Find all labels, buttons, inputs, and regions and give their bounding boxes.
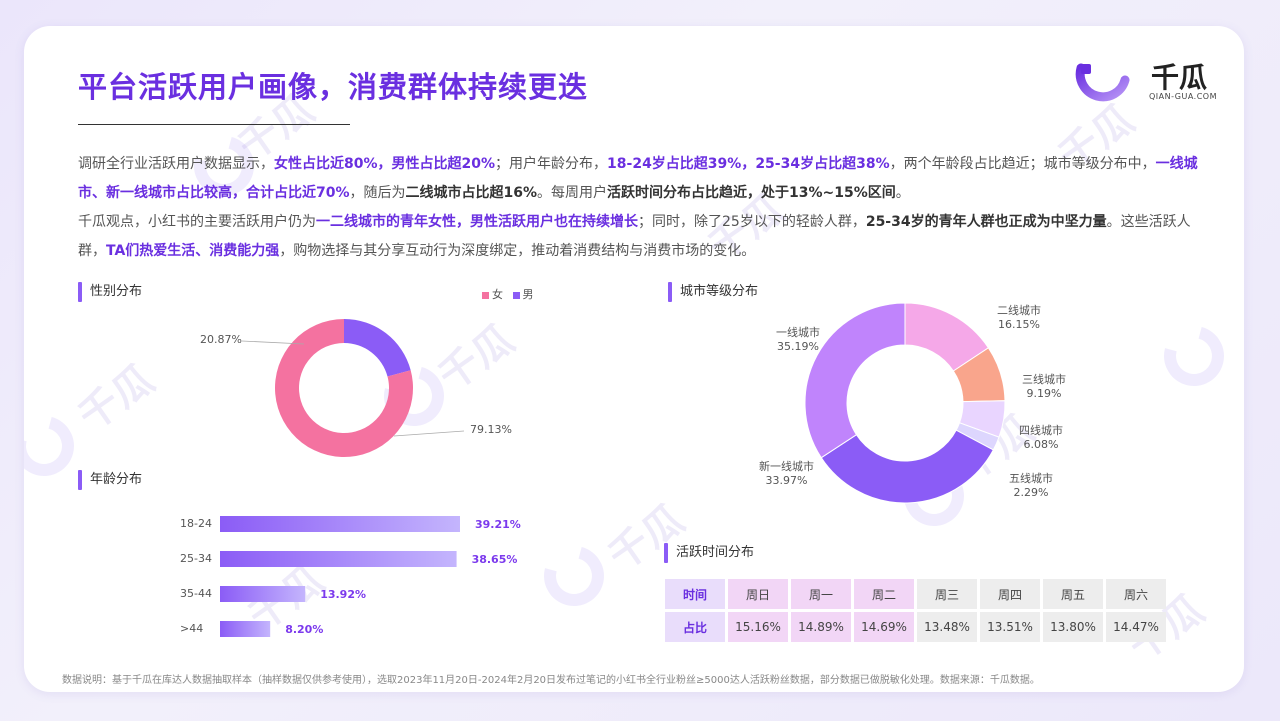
summary-segment: 二线城市占比超16% [405, 185, 538, 201]
summary-segment: 一二线城市的青年女性，男性活跃用户也在持续增长 [316, 214, 638, 230]
city-label: 二线城市 16.15% [997, 304, 1041, 331]
gender-label-male: 20.87% [200, 333, 242, 346]
table-header-cell: 周二 [854, 579, 914, 609]
gender-slice-male [344, 319, 411, 377]
gender-leader-line [393, 430, 465, 437]
table-header-cell: 周三 [917, 579, 977, 609]
data-footnote: 数据说明：基于千瓜在库达人数据抽取样本（抽样数据仅供参考使用），选取2023年1… [62, 675, 1040, 686]
legend-label-female: 女 [492, 288, 503, 301]
age-bar [220, 551, 457, 567]
table-header-cell: 周一 [791, 579, 851, 609]
summary-segment: ；同时，除了25岁以下的轻龄人群， [638, 214, 866, 230]
summary-segment: 调研全行业活跃用户数据显示， [78, 156, 274, 172]
city-label: 五线城市 2.29% [1009, 472, 1053, 499]
page-title: 平台活跃用户画像，消费群体持续更迭 [78, 70, 589, 104]
summary-line-1: 调研全行业活跃用户数据显示，女性占比近80%，男性占比超20%；用户年龄分布，1… [78, 150, 1218, 208]
city-label: 新一线城市 33.97% [759, 460, 814, 487]
table-header-cell: 周日 [728, 579, 788, 609]
summary-paragraph: 调研全行业活跃用户数据显示，女性占比近80%，男性占比超20%；用户年龄分布，1… [78, 150, 1218, 266]
table-header-cell: 周五 [1043, 579, 1103, 609]
gender-label-female: 79.13% [470, 423, 512, 436]
logo-name: 千瓜 [1151, 61, 1208, 94]
summary-segment: 18-24岁占比超39%，25-34岁占比超38% [607, 156, 890, 172]
table-cell: 15.16% [728, 612, 788, 642]
summary-segment: 。这些活跃人群， [78, 214, 1191, 259]
gender-slice-female [275, 319, 414, 457]
table-cell: 13.48% [917, 612, 977, 642]
city-label: 一线城市 35.19% [776, 326, 820, 353]
summary-segment: ；用户年龄分布， [495, 156, 608, 172]
summary-segment: 25-34岁的青年人群也正成为中坚力量 [865, 214, 1107, 230]
summary-segment: 活跃时间分布占比趋近，处于13%~15%区间 [607, 185, 896, 201]
table-cell: 14.89% [791, 612, 851, 642]
section-title-city: 城市等级分布 [668, 282, 758, 302]
section-title-active: 活跃时间分布 [664, 543, 754, 563]
age-value-label: 13.92% [320, 588, 367, 601]
summary-segment: 一线城市、新一线城市占比较高，合计占比近70% [78, 156, 1198, 201]
summary-segment: TA们热爱生活、消费能力强 [106, 243, 280, 259]
summary-segment: 女性占比近80%，男性占比超20% [274, 156, 496, 172]
logo-mark-icon [1075, 63, 1130, 102]
city-slice [804, 302, 906, 459]
legend-swatch-female [482, 291, 489, 299]
summary-segment: 千瓜观点，小红书的主要活跃用户仍为 [78, 214, 316, 230]
city-slice [820, 429, 994, 504]
age-value-label: 39.21% [475, 518, 521, 531]
gender-legend: 女 男 [476, 286, 534, 302]
table-header-row: 时间 周日 周一 周二 周三 周四 周五 周六 [665, 579, 1166, 609]
age-bar [220, 516, 460, 532]
age-value-label: 8.20% [285, 623, 324, 636]
brand-logo: 千瓜 QIAN-GUA.COM [1075, 54, 1220, 104]
summary-segment: ，两个年龄段占比趋近；城市等级分布中， [889, 156, 1156, 172]
section-title-age: 年龄分布 [78, 470, 142, 490]
city-label: 四线城市 6.08% [1019, 424, 1063, 451]
summary-segment: ，随后为 [349, 185, 406, 201]
summary-segment: 。 [895, 185, 910, 201]
table-cell: 14.69% [854, 612, 914, 642]
table-header-cell: 周六 [1106, 579, 1166, 609]
age-bar [220, 621, 271, 637]
legend-label-male: 男 [522, 288, 534, 301]
gender-leader-line [241, 340, 305, 345]
table-header-cell: 周四 [980, 579, 1040, 609]
title-underline [78, 124, 350, 125]
charts-canvas [220, 302, 1006, 637]
logo-url: QIAN-GUA.COM [1149, 92, 1218, 101]
age-bar [220, 586, 306, 602]
section-title-gender: 性别分布 [78, 282, 142, 302]
report-card: 千瓜 千瓜 千瓜 千瓜 千瓜 千瓜 千瓜 千瓜 千瓜 平台活跃用户画像，消费群体… [24, 26, 1244, 692]
legend-swatch-male [512, 291, 520, 299]
table-row-header: 时间 [665, 579, 725, 609]
table-row-header: 占比 [665, 612, 725, 642]
summary-line-2: 千瓜观点，小红书的主要活跃用户仍为一二线城市的青年女性，男性活跃用户也在持续增长… [78, 208, 1218, 266]
active-time-table: 时间 周日 周一 周二 周三 周四 周五 周六 占比 15.16% 14.89% 14.69% 13.… [662, 576, 1169, 645]
table-cell: 13.51% [980, 612, 1040, 642]
age-category-label: 35-44 [180, 587, 212, 600]
table-row: 占比 15.16% 14.89% 14.69% 13.48% 13.51% 13.80% 14… [665, 612, 1166, 642]
summary-segment: ，购物选择与其分享互动行为深度绑定，推动着消费结构与消费市场的变化。 [279, 243, 756, 259]
table-cell: 14.47% [1106, 612, 1166, 642]
age-value-label: 38.65% [471, 553, 518, 566]
age-category-label: >44 [180, 622, 204, 635]
table-cell: 13.80% [1043, 612, 1103, 642]
age-category-label: 18-24 [180, 517, 212, 530]
age-category-label: 25-34 [180, 552, 212, 565]
city-label: 三线城市 9.19% [1022, 373, 1066, 400]
summary-segment: 。每周用户 [537, 185, 608, 201]
